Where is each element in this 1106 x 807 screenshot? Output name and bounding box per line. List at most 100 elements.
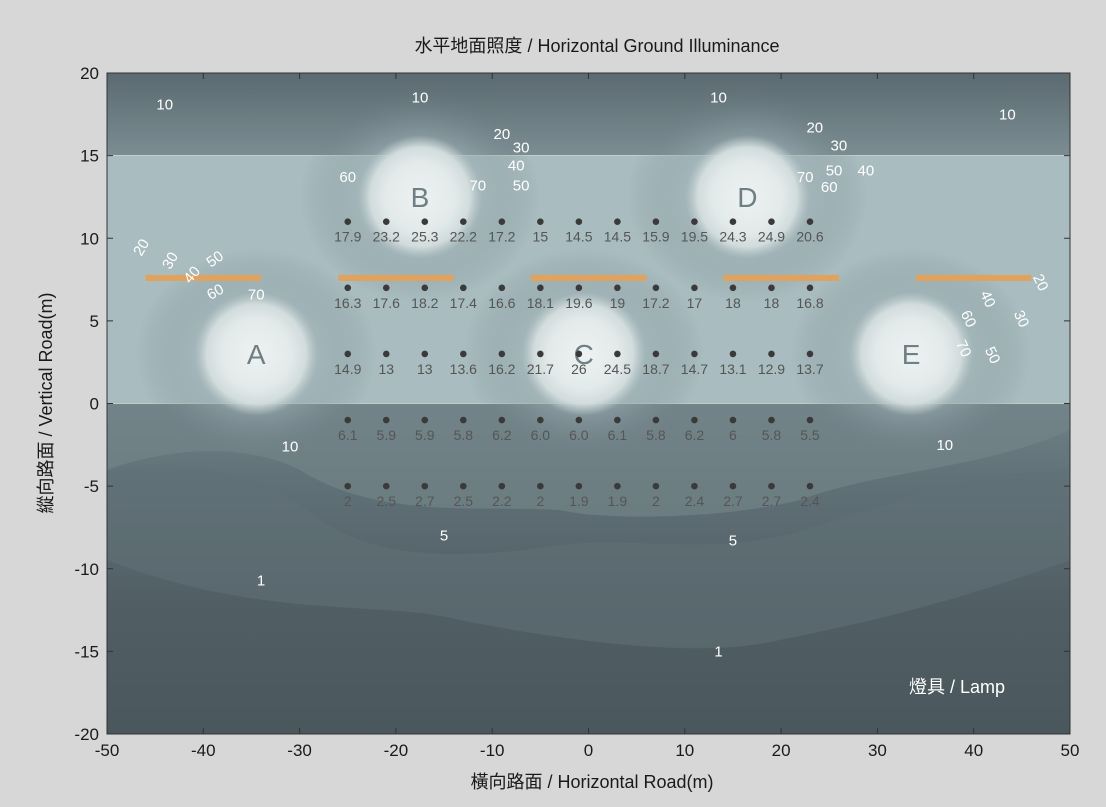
lamp-legend-label: 燈具 / Lamp: [909, 677, 1005, 697]
measurement-point: [575, 482, 583, 490]
x-tick-label: 40: [964, 741, 983, 760]
hotspot-label: D: [737, 182, 757, 213]
y-tick-label: 10: [80, 229, 99, 248]
y-tick-label: -20: [74, 725, 99, 744]
measurement-point: [382, 284, 390, 292]
contour-label: 10: [156, 96, 173, 113]
measurement-value: 24.9: [758, 229, 785, 245]
x-tick-label: 10: [675, 741, 694, 760]
measurement-point: [614, 350, 621, 358]
measurement-point: [421, 482, 429, 490]
lamp-bar: [915, 274, 1032, 281]
x-tick-label: 30: [868, 741, 887, 760]
measurement-value: 14.9: [334, 361, 361, 377]
measurement-value: 19.5: [681, 229, 708, 245]
plot-background-top: [107, 73, 1070, 155]
contour-label: 70: [248, 286, 265, 303]
measurement-point: [806, 218, 814, 226]
measurement-value: 17.2: [642, 295, 669, 311]
measurement-point: [382, 482, 390, 490]
contour-label: 30: [513, 139, 530, 156]
contour-label: 50: [826, 162, 843, 179]
measurement-value: 2.5: [377, 493, 397, 509]
measurement-value: 2.2: [492, 493, 512, 509]
measurement-value: 5.5: [800, 427, 820, 443]
measurement-layer: 17.9 23.2 25.3 22.2 17.2 15 14.5 14.5 15.9 19.5 24…: [334, 218, 824, 509]
measurement-point: [498, 482, 506, 490]
measurement-point: [344, 350, 352, 358]
measurement-point: [537, 218, 544, 226]
y-tick-label: 20: [80, 64, 99, 83]
hotspot-core: [357, 134, 482, 259]
x-axis: -50 -40 -30 -20 -10 0 10 20 30 40 50: [95, 73, 1080, 760]
x-axis-label: 橫向路面 / Horizontal Road(m): [470, 772, 713, 792]
measurement-point: [344, 284, 352, 292]
measurement-point: [537, 350, 544, 358]
contour-label: 20: [130, 236, 153, 259]
measurement-value: 6.1: [338, 427, 358, 443]
measurement-point: [537, 482, 544, 490]
x-tick-label: -50: [95, 741, 120, 760]
measurement-point: [575, 284, 583, 292]
contour-label: 5: [729, 533, 737, 550]
measurement-point: [498, 416, 506, 424]
measurement-value: 18.2: [411, 295, 438, 311]
contour-label: 60: [339, 169, 356, 186]
measurement-point: [498, 350, 506, 358]
contour-label: 60: [957, 308, 979, 330]
measurement-value: 16.2: [488, 361, 515, 377]
measurement-value: 16.6: [488, 295, 515, 311]
measurement-point: [614, 416, 621, 424]
measurement-value: 20.6: [796, 229, 823, 245]
y-tick-label: -15: [74, 642, 99, 661]
measurement-value: 18: [764, 295, 780, 311]
x-tick-label: 50: [1061, 741, 1080, 760]
measurement-value: 18.7: [642, 361, 669, 377]
contour-label: 10: [412, 90, 429, 107]
measurement-value: 16.3: [334, 295, 361, 311]
y-tick-label: 5: [90, 312, 99, 331]
measurement-point: [421, 284, 429, 292]
measurement-value: 13: [378, 361, 394, 377]
lamp-bar: [338, 274, 454, 281]
measurement-value: 16.8: [796, 295, 823, 311]
measurement-value: 19.6: [565, 295, 592, 311]
measurement-point: [652, 482, 660, 490]
measurement-value: 6: [729, 427, 737, 443]
lamp-bar: [723, 274, 839, 281]
measurement-point: [382, 350, 390, 358]
contour-label: 70: [952, 338, 974, 360]
measurement-point: [806, 284, 814, 292]
measurement-value: 2.7: [723, 493, 743, 509]
measurement-value: 2: [652, 493, 660, 509]
y-tick-label: -10: [74, 560, 99, 579]
contour-label: 1: [257, 572, 265, 589]
measurement-value: 24.5: [604, 361, 631, 377]
measurement-value: 15.9: [642, 229, 669, 245]
measurement-point: [344, 218, 352, 226]
measurement-value: 14.5: [604, 229, 631, 245]
measurement-point: [460, 416, 467, 424]
measurement-value: 17.9: [334, 229, 361, 245]
measurement-value: 2.5: [454, 493, 474, 509]
measurement-point: [691, 416, 698, 424]
contour-label: 20: [1029, 271, 1051, 293]
measurement-value: 6.0: [531, 427, 551, 443]
measurement-point: [691, 284, 698, 292]
contour-label: 10: [999, 106, 1016, 123]
contour-label: 30: [159, 249, 182, 272]
contour-label: 40: [858, 162, 875, 179]
measurement-point: [652, 218, 660, 226]
measurement-point: [460, 284, 467, 292]
measurement-value: 24.3: [719, 229, 746, 245]
measurement-value: 17.6: [373, 295, 400, 311]
measurement-point: [498, 284, 506, 292]
measurement-point: [421, 416, 429, 424]
measurement-value: 2: [344, 493, 352, 509]
measurement-point: [729, 416, 737, 424]
measurement-point: [344, 482, 352, 490]
measurement-point: [806, 350, 814, 358]
